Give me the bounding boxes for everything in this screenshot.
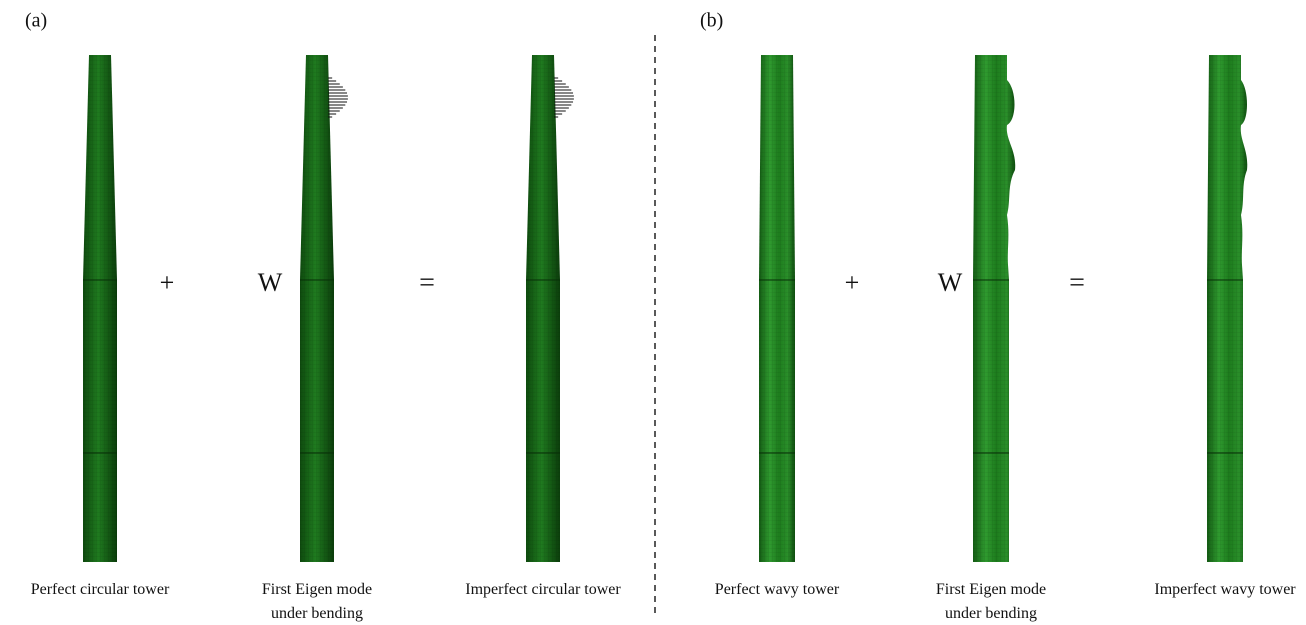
tower bbox=[973, 55, 1015, 562]
tower bbox=[1207, 55, 1247, 562]
panel-label: (b) bbox=[700, 10, 723, 32]
operator: W bbox=[938, 268, 963, 297]
caption-line: under bending bbox=[271, 605, 363, 622]
caption-line: First Eigen mode bbox=[936, 581, 1046, 598]
caption-line: First Eigen mode bbox=[262, 581, 372, 598]
panel-label: (a) bbox=[25, 10, 47, 32]
tower-caption: Perfect wavy tower bbox=[715, 581, 840, 598]
figure: (a) + W = Perfect circular tower First Eigen … bbox=[0, 0, 1306, 625]
tower-caption: First Eigen mode under bending bbox=[262, 581, 372, 622]
operator: = bbox=[1069, 267, 1085, 298]
caption-line: under bending bbox=[945, 605, 1037, 622]
tower-mesh bbox=[1207, 55, 1247, 562]
caption-line: Perfect wavy tower bbox=[715, 581, 840, 598]
tower bbox=[300, 55, 348, 562]
tower-caption: Imperfect circular tower bbox=[465, 581, 621, 598]
tower-mesh bbox=[973, 55, 1015, 562]
tower-mesh bbox=[759, 55, 795, 562]
tower bbox=[759, 55, 795, 562]
tower-caption: Imperfect wavy tower bbox=[1154, 581, 1296, 598]
tower-mesh bbox=[526, 55, 560, 562]
operator: + bbox=[845, 268, 860, 297]
operator: W bbox=[258, 268, 283, 297]
tower-caption: Perfect circular tower bbox=[31, 581, 170, 598]
tower-mesh bbox=[83, 55, 117, 562]
tower-caption: First Eigen mode under bending bbox=[936, 581, 1046, 622]
caption-line: Imperfect wavy tower bbox=[1154, 581, 1296, 598]
operator: = bbox=[419, 267, 435, 298]
caption-line: Perfect circular tower bbox=[31, 581, 170, 598]
tower bbox=[526, 55, 574, 562]
operator: + bbox=[160, 268, 175, 297]
tower bbox=[83, 55, 117, 562]
caption-line: Imperfect circular tower bbox=[465, 581, 621, 598]
tower-mesh bbox=[300, 55, 334, 562]
